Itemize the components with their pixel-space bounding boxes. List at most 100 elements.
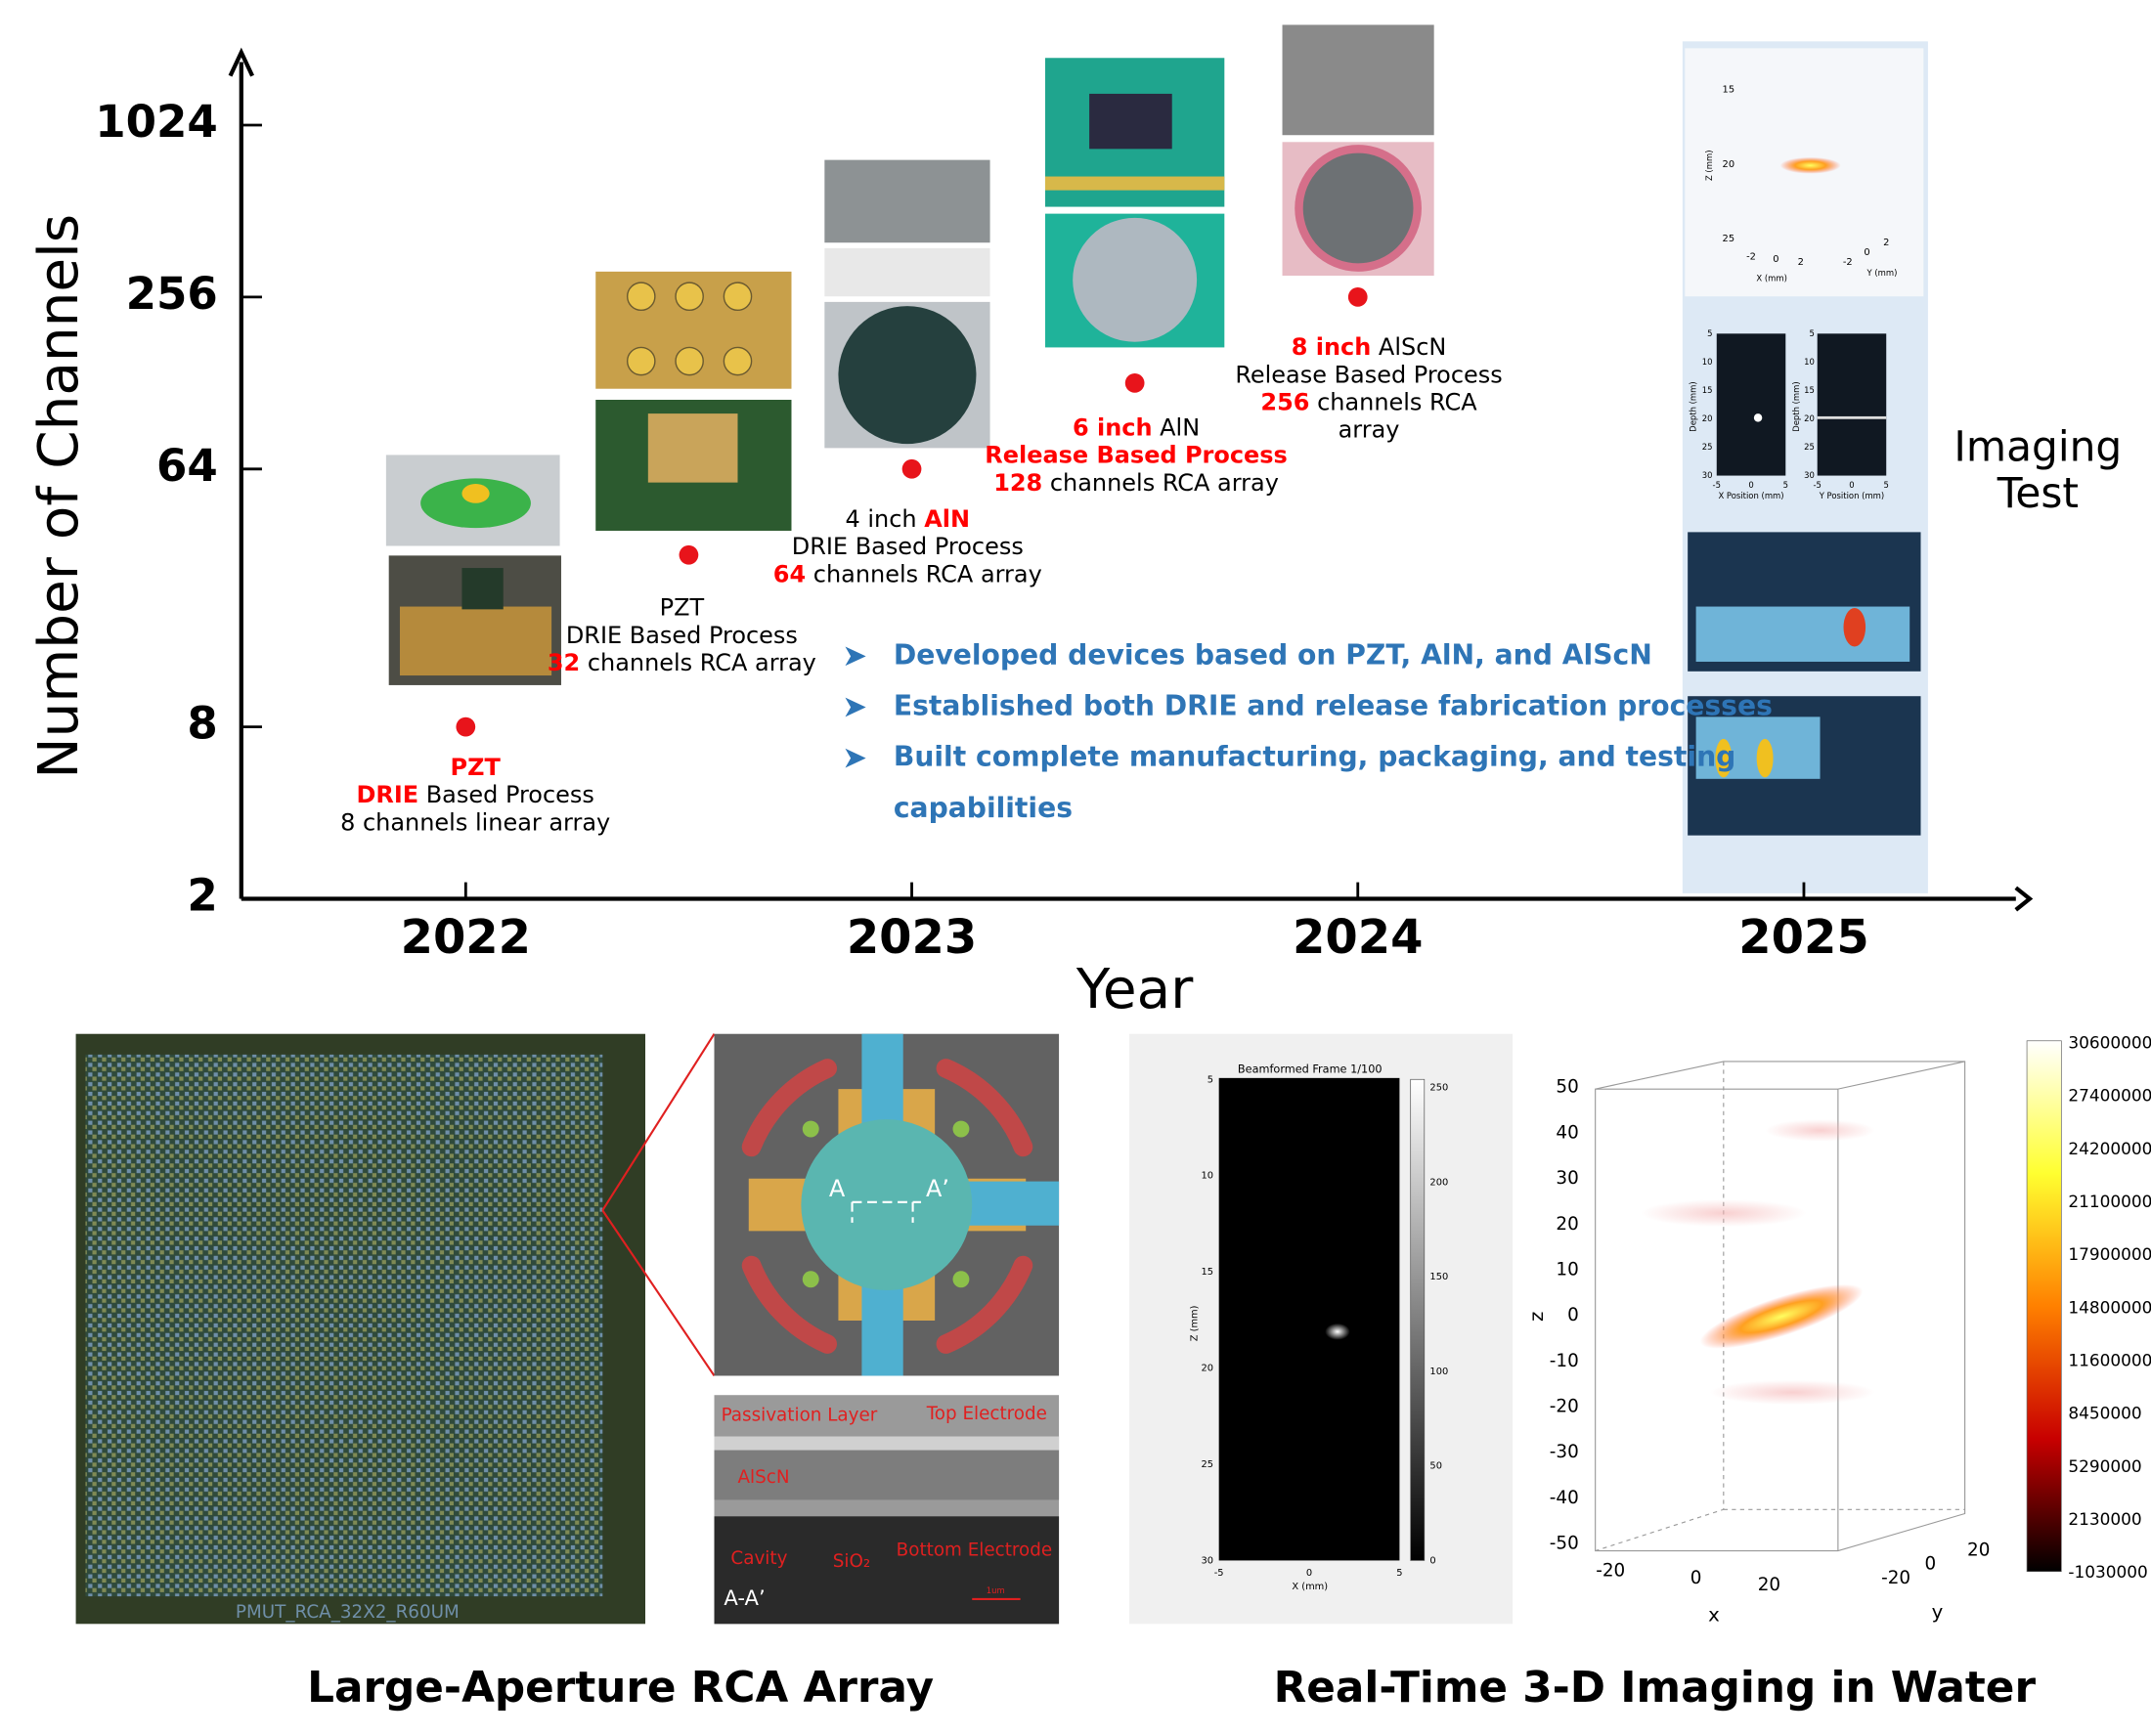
annotation-text: Release Based Process [985,442,1288,469]
tick-label: -30 [1550,1442,1579,1462]
bullet-text: capabilities [894,792,1073,824]
scale-label: 1um [987,1585,1005,1595]
tick-label: -5 [1813,480,1821,490]
tick-label: 0 [1567,1305,1579,1325]
annotation: 32 channels RCA array [548,649,816,676]
tick-label: 5 [1396,1568,1402,1579]
tick-label: -5 [1214,1568,1224,1579]
annotation: array [1339,416,1400,444]
annotation-text: array [1339,416,1400,444]
panel-title: Large-Aperture RCA Array [307,1663,934,1713]
tick-label: 5 [1207,1074,1213,1085]
tick-label: -40 [1550,1488,1579,1508]
cell-label: A [829,1175,846,1202]
bullet-text: Developed devices based on PZT, AlN, and… [894,638,1652,671]
annotation-text: channels RCA array [806,560,1042,587]
tick-label: 10 [1201,1171,1213,1182]
annotation-text: DRIE Based Process [792,533,1024,560]
tick-label: 20 [1723,159,1735,170]
chip-label: PMUT_RCA_32X2_R60UM [236,1602,460,1623]
tick-label: 10 [1804,357,1815,367]
tick-label: 10 [1556,1259,1578,1280]
tick-label: -20 [1881,1568,1910,1588]
annotation: 256 channels RCA [1260,388,1477,415]
annotation: 8 inch AlScN [1292,333,1447,361]
tick-label: 0 [1925,1554,1937,1575]
y-tick-label: 64 [156,440,218,492]
axis-label: Y Position (mm) [1819,491,1885,500]
tick-label: 20 [1967,1541,1990,1561]
tick-label: 20 [1556,1214,1578,1235]
tick-label: 14800000 [2068,1297,2151,1317]
layer-label: Cavity [730,1548,787,1569]
tick-label: 15 [1723,85,1735,96]
annotation: Release Based Process [1235,361,1502,388]
point [1347,287,1368,307]
tick-label: 100 [1429,1367,1448,1377]
tick-label: 0 [1306,1568,1312,1579]
tick-label: 200 [1429,1177,1448,1188]
point [679,544,699,565]
annotation-text: 8 channels linear array [340,808,610,836]
tick-label: 25 [1804,442,1815,452]
tick-label: 15 [1702,385,1713,395]
tick-label: 15 [1201,1267,1213,1278]
tick-label: 20 [1702,413,1713,423]
tick-label: 0 [1429,1555,1435,1566]
y-tick-label: 256 [126,268,218,320]
annotation-text: PZT [451,754,502,781]
annotation-text: DRIE [356,781,418,808]
tick-label: 30 [1702,470,1713,480]
tick-label: 24200000 [2068,1139,2151,1158]
annotation-text: AlN [1153,413,1201,441]
tick-label: 20 [1758,1575,1780,1595]
tick-label: 50 [1556,1077,1578,1098]
tick-label: 40 [1556,1122,1578,1143]
axis-label: z [1525,1312,1548,1322]
annotation-text: 4 inch [846,505,925,533]
bullet-text: Built complete manufacturing, packaging,… [894,741,1735,773]
annotation: DRIE Based Process [566,622,798,649]
tick-label: 25 [1201,1459,1213,1470]
tick-label: 17900000 [2068,1244,2151,1264]
x-tick-label: 2023 [847,911,977,965]
tick-label: -2 [1843,257,1853,268]
x-tick-label: 2022 [401,911,531,965]
annotation-text: 256 [1260,388,1309,415]
annotation-text: Based Process [418,781,594,808]
tick-label: 10 [1702,357,1713,367]
annotation: 128 channels RCA array [993,469,1279,497]
tick-label: 20 [1804,413,1815,423]
tick-label: 20 [1201,1364,1213,1374]
tick-label: 30600000 [2068,1033,2151,1053]
x-tick-label: 2025 [1738,911,1868,965]
annotation: PZT [451,754,502,781]
tick-label: 21100000 [2068,1192,2151,1211]
tick-label: -1030000 [2068,1562,2147,1582]
tick-label: 0 [1690,1568,1702,1588]
point [456,716,476,737]
band-label: Test [1997,469,2079,517]
y-tick-label: 1024 [95,96,218,148]
tick-label: 30 [1201,1555,1213,1566]
annotation: 4 inch AlN [846,505,971,533]
plot-title: Beamformed Frame 1/100 [1238,1063,1383,1075]
axis-label: Z (mm) [1189,1305,1200,1341]
y-tick-label: 2 [187,870,217,922]
axis-label: Y (mm) [1866,268,1898,278]
tick-label: 30 [1804,470,1815,480]
layer-label: Passivation Layer [722,1405,878,1425]
axis-label: Z (mm) [1704,150,1714,181]
axis-label: Depth (mm) [1688,381,1697,432]
cell-label: A’ [926,1175,949,1202]
tick-label: 50 [1429,1461,1442,1472]
tick-label: 5 [1707,328,1712,338]
annotation-text: 6 inch [1073,413,1153,441]
layer-label: AlScN [737,1467,789,1488]
tick-label: 250 [1429,1083,1448,1094]
tick-label: 0 [1849,480,1854,490]
tick-label: 0 [1773,254,1778,265]
x-axis-title: Year [1076,958,1194,1021]
annotation: DRIE Based Process [356,781,593,808]
